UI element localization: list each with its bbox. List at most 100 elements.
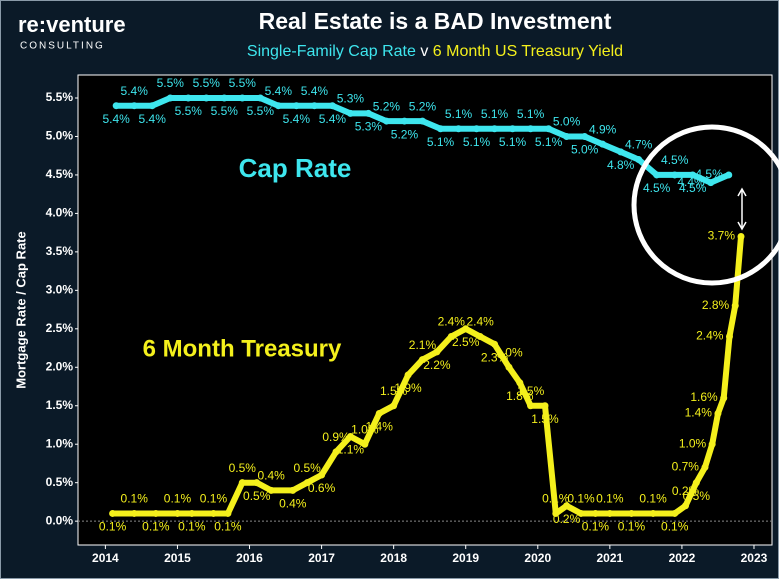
y-tick-label: 0.5% xyxy=(46,475,74,489)
data-label: 0.4% xyxy=(257,469,285,483)
x-tick-label: 2020 xyxy=(524,551,551,565)
point xyxy=(209,509,217,517)
point xyxy=(635,156,643,164)
series-annotation: 6 Month Treasury xyxy=(143,335,342,362)
point xyxy=(256,94,264,102)
data-label: 0.1% xyxy=(582,520,610,534)
data-label: 4.9% xyxy=(589,122,617,136)
y-tick-label: 0.0% xyxy=(46,513,74,527)
point xyxy=(224,509,232,517)
y-tick-label: 5.5% xyxy=(46,90,74,104)
data-label: 0.5% xyxy=(683,489,711,503)
data-label: 0.1% xyxy=(142,520,170,534)
point xyxy=(682,502,690,510)
point xyxy=(701,463,709,471)
point xyxy=(436,125,444,133)
point xyxy=(627,509,635,517)
point xyxy=(689,171,697,179)
data-label: 1.5% xyxy=(380,384,408,398)
data-label: 5.5% xyxy=(229,76,257,90)
data-label: 1.5% xyxy=(531,412,559,426)
y-tick-label: 5.0% xyxy=(46,129,74,143)
point xyxy=(563,502,571,510)
point xyxy=(725,171,733,179)
point xyxy=(238,94,246,102)
point xyxy=(720,394,728,402)
point xyxy=(220,94,228,102)
logo: re:venture xyxy=(18,12,126,37)
data-label: 4.5% xyxy=(695,167,723,181)
data-label: 5.1% xyxy=(481,107,509,121)
data-label: 1.0% xyxy=(351,422,379,436)
point xyxy=(552,509,560,517)
point xyxy=(364,109,372,117)
point xyxy=(581,132,589,140)
data-label: 4.5% xyxy=(643,181,671,195)
point xyxy=(731,302,739,310)
data-label: 2.8% xyxy=(702,298,730,312)
point xyxy=(400,117,408,125)
point xyxy=(527,125,535,133)
data-label: 5.4% xyxy=(265,84,293,98)
point xyxy=(433,348,441,356)
x-tick-label: 2014 xyxy=(92,551,119,565)
data-label: 0.1% xyxy=(99,520,127,534)
data-label: 0.1% xyxy=(596,492,624,506)
data-label: 4.8% xyxy=(607,158,635,172)
point xyxy=(202,94,210,102)
x-tick-label: 2023 xyxy=(741,551,768,565)
data-label: 5.4% xyxy=(301,84,329,98)
data-label: 1.8% xyxy=(506,389,534,403)
data-label: 5.4% xyxy=(121,84,149,98)
data-label: 5.5% xyxy=(211,104,239,118)
data-label: 0.7% xyxy=(672,459,700,473)
data-label: 2.4% xyxy=(696,329,724,343)
data-label: 5.2% xyxy=(409,99,437,113)
data-label: 1.4% xyxy=(685,406,713,420)
series-annotation: Cap Rate xyxy=(239,153,352,183)
point xyxy=(382,117,390,125)
point xyxy=(404,371,412,379)
data-label: 1.1% xyxy=(337,443,365,457)
point xyxy=(599,140,607,148)
point xyxy=(361,440,369,448)
data-label: 0.1% xyxy=(178,520,206,534)
data-label: 2.1% xyxy=(409,338,437,352)
point xyxy=(473,125,481,133)
point xyxy=(318,471,326,479)
data-label: 2.4% xyxy=(438,315,466,329)
data-label: 4.5% xyxy=(679,181,707,195)
point xyxy=(516,379,524,387)
point xyxy=(653,171,661,179)
point xyxy=(148,102,156,110)
y-tick-label: 2.5% xyxy=(46,321,74,335)
data-label: 5.0% xyxy=(571,143,599,157)
data-label: 5.3% xyxy=(355,120,383,134)
y-tick-label: 4.5% xyxy=(46,167,74,181)
point xyxy=(617,148,625,156)
data-label: 5.5% xyxy=(193,76,221,90)
x-tick-label: 2019 xyxy=(452,551,479,565)
subtitle-right: 6 Month US Treasury Yield xyxy=(433,43,623,60)
data-label: 0.9% xyxy=(322,430,350,444)
data-label: 5.5% xyxy=(157,76,185,90)
point xyxy=(166,94,174,102)
point xyxy=(707,179,715,187)
point xyxy=(714,409,722,417)
data-label: 1.0% xyxy=(679,436,707,450)
data-label: 2.0% xyxy=(495,345,523,359)
point xyxy=(152,509,160,517)
data-label: 0.1% xyxy=(121,492,149,506)
point xyxy=(737,232,745,240)
point xyxy=(303,479,311,487)
point xyxy=(130,102,138,110)
x-tick-label: 2016 xyxy=(236,551,263,565)
point xyxy=(527,402,535,410)
data-label: 2.2% xyxy=(423,358,451,372)
data-label: 5.1% xyxy=(535,135,563,149)
data-label: 0.2% xyxy=(672,484,700,498)
data-label: 0.1% xyxy=(661,520,689,534)
point xyxy=(267,486,275,494)
